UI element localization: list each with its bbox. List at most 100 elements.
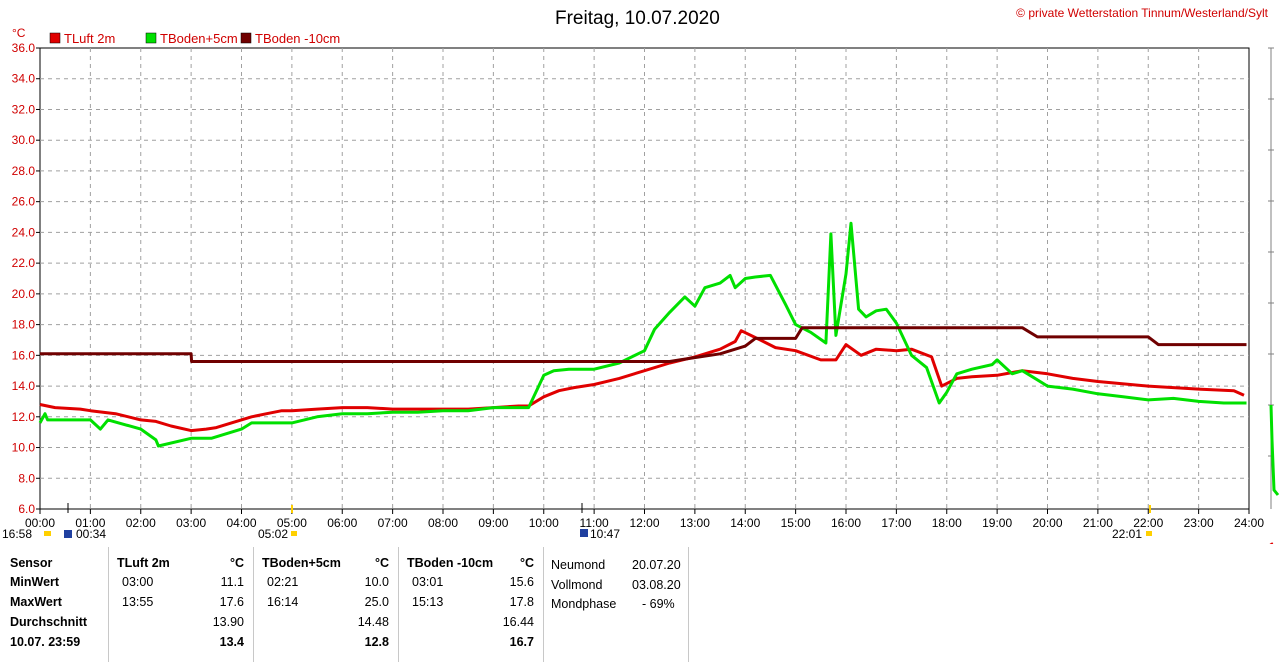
y-tick-label: 12.0 bbox=[12, 410, 36, 424]
stats-value: 15.6 bbox=[509, 575, 534, 589]
y-tick-label: 18.0 bbox=[12, 318, 36, 332]
x-tick-label: 19:00 bbox=[982, 516, 1012, 530]
stats-row-label: Durchschnitt bbox=[10, 615, 88, 629]
x-tick-label: 01:00 bbox=[75, 516, 105, 530]
x-tick-label: 02:00 bbox=[126, 516, 156, 530]
x-tick-label: 03:00 bbox=[176, 516, 206, 530]
series-line-2 bbox=[40, 326, 1247, 363]
moonrise-time: 16:58 bbox=[2, 527, 32, 541]
x-tick-label: 06:00 bbox=[327, 516, 357, 530]
y-tick-label: 16.0 bbox=[12, 348, 36, 362]
moon-value: 03.08.20 bbox=[632, 578, 681, 592]
stats-current-value: 16.7 bbox=[509, 635, 534, 649]
moon-value: - 69% bbox=[642, 597, 675, 611]
x-tick-label: 13:00 bbox=[680, 516, 710, 530]
x-tick-label: 12:00 bbox=[629, 516, 659, 530]
y-tick-label: 32.0 bbox=[12, 102, 36, 116]
stats-header-tluft: TLuft 2m bbox=[117, 556, 170, 570]
stats-current-value: 13.4 bbox=[219, 635, 244, 649]
stats-header-unit-2: °C bbox=[375, 556, 390, 570]
moon-label: Mondphase bbox=[551, 597, 617, 611]
x-tick-label: 17:00 bbox=[881, 516, 911, 530]
temperature-chart: Freitag, 10.07.2020 © private Wetterstat… bbox=[2, 6, 1280, 544]
stats-header-unit-3: °C bbox=[520, 556, 535, 570]
moon-icon bbox=[64, 530, 72, 538]
stats-table: Sensor TLuft 2m °C TBoden+5cm °C TBoden … bbox=[0, 544, 690, 662]
stats-time: 15:13 bbox=[412, 595, 444, 609]
x-tick-label: 24:00 bbox=[1234, 516, 1264, 530]
stats-value: 13.90 bbox=[212, 615, 244, 629]
legend-swatch-1 bbox=[145, 32, 157, 44]
plot-frame bbox=[39, 47, 1250, 510]
y-tick-label: 22.0 bbox=[12, 256, 36, 270]
strip-series-red bbox=[1269, 542, 1274, 544]
stats-row-label: 10.07. 23:59 bbox=[10, 635, 81, 649]
stats-current-value: 12.8 bbox=[364, 635, 389, 649]
series-line-1 bbox=[38, 221, 1247, 448]
y-tick-label: 24.0 bbox=[12, 225, 36, 239]
x-tick-label: 20:00 bbox=[1032, 516, 1062, 530]
legend-swatch-0 bbox=[49, 32, 61, 44]
moon-label: Neumond bbox=[551, 558, 606, 572]
stats-time: 16:14 bbox=[267, 595, 299, 609]
stats-time: 13:55 bbox=[122, 595, 154, 609]
x-tick-label: 18:00 bbox=[932, 516, 962, 530]
x-tick-label: 16:00 bbox=[831, 516, 861, 530]
legend: TLuft 2m TBoden+5cm TBoden -10cm bbox=[49, 31, 340, 46]
x-tick-label: 21:00 bbox=[1083, 516, 1113, 530]
chart-grid bbox=[39, 47, 1250, 510]
x-tick-label: 00:00 bbox=[25, 516, 55, 530]
sun-icon bbox=[44, 531, 51, 536]
legend-swatch-2 bbox=[240, 32, 252, 44]
y-tick-label: 8.0 bbox=[18, 471, 35, 485]
x-tick-label: 22:00 bbox=[1133, 516, 1163, 530]
x-tick-label: 11:00 bbox=[580, 516, 609, 530]
stats-header-tboden10: TBoden -10cm bbox=[407, 556, 494, 570]
chart-title: Freitag, 10.07.2020 bbox=[555, 8, 720, 29]
x-tick-label: 10:00 bbox=[529, 516, 559, 530]
stats-value: 17.8 bbox=[509, 595, 534, 609]
dawn-time: 05:02 bbox=[258, 527, 288, 541]
sunset-time: 22:01 bbox=[1112, 527, 1142, 541]
stats-value: 14.48 bbox=[357, 615, 389, 629]
stats-value: 25.0 bbox=[364, 595, 389, 609]
y-tick-label: 14.0 bbox=[12, 379, 36, 393]
legend-label-1: TBoden+5cm bbox=[160, 31, 238, 46]
x-tick-label: 14:00 bbox=[730, 516, 760, 530]
noon-time: 10:47 bbox=[590, 527, 620, 541]
stats-value: 17.6 bbox=[219, 595, 244, 609]
stats-header-tboden5: TBoden+5cm bbox=[262, 556, 341, 570]
y-unit-label: °C bbox=[12, 26, 26, 40]
legend-label-0: TLuft 2m bbox=[64, 31, 115, 46]
series-line-0 bbox=[39, 329, 1245, 433]
strip-series-green bbox=[1269, 404, 1280, 496]
y-tick-label: 28.0 bbox=[12, 164, 36, 178]
stats-time: 03:00 bbox=[122, 575, 154, 589]
moon-value: 20.07.20 bbox=[632, 558, 681, 572]
legend-label-2: TBoden -10cm bbox=[255, 31, 340, 46]
x-tick-label: 23:00 bbox=[1184, 516, 1214, 530]
right-strip bbox=[1268, 47, 1280, 544]
stats-value: 10.0 bbox=[364, 575, 389, 589]
stats-row-label: MinWert bbox=[10, 575, 60, 589]
y-tick-label: 34.0 bbox=[12, 72, 36, 86]
y-tick-label: 30.0 bbox=[12, 133, 36, 147]
y-tick-label: 20.0 bbox=[12, 287, 36, 301]
sunrise-time: 00:34 bbox=[76, 527, 106, 541]
chart-axes: 6.0 8.0 10.0 12.0 14.0 16.0 18.0 20.0 22.0 24.0 26… bbox=[12, 41, 1265, 530]
x-tick-label: 15:00 bbox=[781, 516, 811, 530]
stats-time: 03:01 bbox=[412, 575, 444, 589]
sun-markers: 16:58 00:34 05:02 10:47 22:01 bbox=[2, 503, 1152, 541]
x-tick-label: 07:00 bbox=[378, 516, 408, 530]
stats-header-sensor: Sensor bbox=[10, 556, 53, 570]
stats-value: 16.44 bbox=[502, 615, 534, 629]
x-tick-label: 04:00 bbox=[226, 516, 256, 530]
chart-series bbox=[38, 221, 1247, 448]
y-tick-label: 6.0 bbox=[18, 502, 35, 516]
copyright-text: © private Wetterstation Tinnum/Westerlan… bbox=[1016, 6, 1269, 20]
x-tick-label: 05:00 bbox=[277, 516, 307, 530]
x-tick-label: 09:00 bbox=[478, 516, 508, 530]
stats-time: 02:21 bbox=[267, 575, 299, 589]
moon-icon bbox=[580, 529, 588, 537]
y-tick-label: 36.0 bbox=[12, 41, 36, 55]
